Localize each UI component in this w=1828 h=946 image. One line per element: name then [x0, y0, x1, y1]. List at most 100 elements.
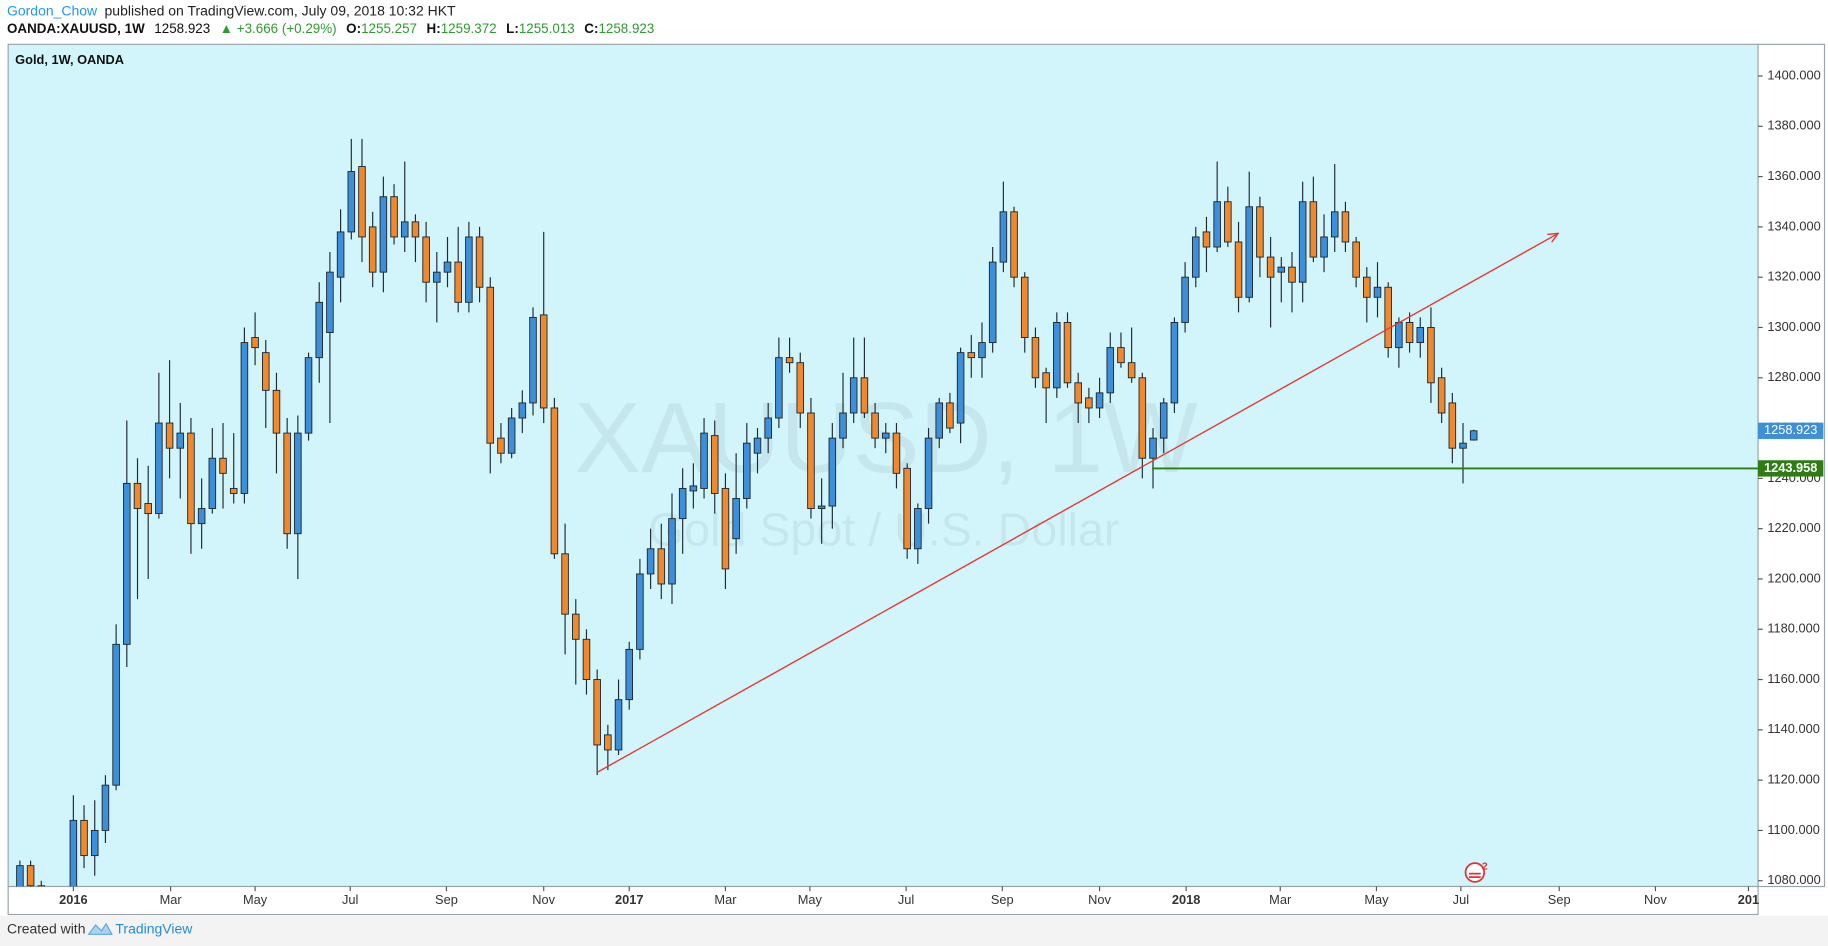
ohlc-value: 1259.372	[441, 21, 497, 36]
candle-body	[582, 638, 591, 681]
candle-body	[710, 435, 719, 494]
candle-body	[978, 342, 986, 359]
y-tick-label: 1200.000	[1767, 570, 1820, 585]
y-tick-label: 1340.000	[1767, 218, 1820, 233]
candle-body	[614, 699, 623, 751]
x-tick-label: Jul	[1453, 892, 1469, 907]
candle-body	[497, 437, 505, 454]
candle-body	[197, 508, 206, 525]
trend-line	[596, 233, 1558, 773]
x-tick-label: Jul	[342, 892, 358, 907]
candle-body	[1010, 211, 1018, 278]
candle-body	[1363, 276, 1371, 298]
change: ▲ +3.666 (+0.29%)	[220, 21, 337, 36]
candle-body	[1117, 347, 1125, 364]
candle-body	[903, 467, 911, 550]
ohlc-key: H:	[427, 21, 441, 36]
candle-body	[336, 231, 345, 278]
candle-body	[1213, 201, 1221, 248]
candle-body	[433, 271, 441, 283]
candle-body	[892, 432, 901, 474]
candle-body	[475, 236, 484, 288]
candle-body	[1395, 321, 1403, 349]
candle-body	[1106, 347, 1115, 394]
x-tick-label: Jul	[898, 892, 914, 907]
candle-body	[123, 482, 131, 645]
y-tick-label: 1220.000	[1767, 520, 1820, 535]
candle-body	[956, 352, 965, 424]
candle-body	[358, 166, 366, 238]
x-tick-label: May	[1364, 892, 1389, 907]
candle-body	[1202, 231, 1211, 248]
candle-body	[90, 829, 99, 857]
event-count: 2	[1482, 861, 1488, 872]
candle-body	[860, 377, 869, 414]
x-tick-label: Nov	[532, 892, 555, 907]
candle-body	[796, 362, 805, 414]
x-tick-label: Sep	[991, 892, 1014, 907]
candle-body	[1427, 327, 1435, 384]
footer-created: Created with	[7, 920, 85, 936]
candle-body	[1437, 377, 1446, 414]
candle-body	[817, 505, 826, 510]
candle-body	[1181, 276, 1189, 323]
footer-brand[interactable]: TradingView	[115, 920, 193, 936]
candle-body	[539, 314, 548, 409]
x-tick-label: Nov	[1644, 892, 1667, 907]
candle-body	[636, 573, 644, 650]
candle-body	[849, 377, 858, 414]
candle-body	[262, 352, 270, 391]
candle-body	[689, 485, 698, 492]
candle-body	[507, 417, 516, 454]
x-tick-label: Mar	[1269, 892, 1292, 907]
candle-body	[400, 221, 409, 238]
ohlc-value: 1255.257	[361, 21, 417, 36]
candle-body	[743, 442, 751, 499]
ohlc-key: C:	[584, 21, 598, 36]
candle-body	[1405, 321, 1414, 344]
brand-logo	[87, 922, 113, 935]
candle-body	[315, 301, 324, 359]
candle-body	[1170, 321, 1179, 404]
y-tick-label: 1380.000	[1767, 118, 1820, 133]
candle-body	[1127, 362, 1136, 379]
y-tick-label: 1360.000	[1767, 168, 1820, 183]
candle-body	[176, 432, 185, 449]
candle-body	[240, 342, 249, 494]
event-flag	[1469, 872, 1481, 879]
candle-body	[1309, 201, 1318, 258]
candle-body	[165, 422, 174, 449]
candle-body	[379, 196, 388, 273]
candle-body	[668, 518, 676, 585]
x-tick-label: May	[243, 892, 268, 907]
y-tick-label: 1140.000	[1767, 721, 1819, 736]
candle-body	[1245, 206, 1254, 298]
candle-body	[1341, 211, 1350, 243]
candle-body	[1191, 236, 1200, 278]
y-tick-label: 1120.000	[1767, 772, 1819, 787]
author-link[interactable]: Gordon_Chow	[7, 2, 98, 18]
candle-body	[37, 885, 46, 887]
candle-body	[1469, 430, 1478, 441]
candle-body	[881, 432, 890, 439]
candle-body	[988, 261, 997, 344]
candle-body	[678, 487, 687, 520]
candle-body	[1053, 321, 1061, 389]
candle-body	[133, 482, 142, 510]
candle-body	[946, 402, 954, 429]
candle-body	[1416, 327, 1425, 344]
candle-body	[785, 357, 794, 364]
y-tick-label: 1300.000	[1767, 319, 1820, 334]
last-price-box	[1758, 422, 1824, 439]
x-tick-label: Mar	[714, 892, 737, 907]
candle-body	[1138, 377, 1147, 459]
candle-body	[326, 271, 334, 333]
candle-body	[807, 412, 815, 510]
candle-body	[1266, 256, 1275, 278]
candle-body	[571, 613, 580, 640]
ohlc-value: 1258.923	[598, 21, 654, 36]
candle-body	[700, 432, 708, 489]
candle-body	[1159, 402, 1168, 439]
candle-body	[486, 286, 495, 444]
candle-body	[80, 819, 88, 857]
